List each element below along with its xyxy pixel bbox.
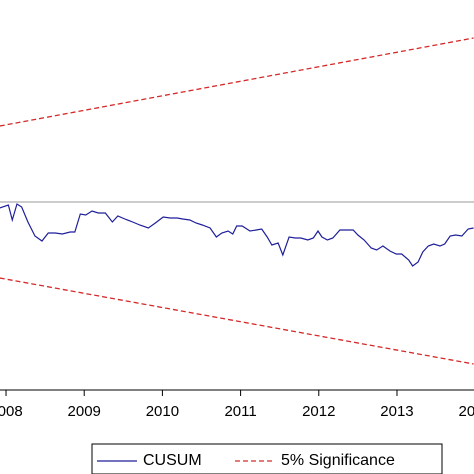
legend-box [91, 443, 443, 474]
x-tick-label: 2010 [146, 403, 179, 420]
x-tick-label: 2008 [0, 403, 23, 420]
series-line [0, 203, 474, 267]
legend-label: 5% Significance [281, 452, 395, 469]
legend-label: CUSUM [143, 452, 202, 469]
x-tick-label: 2011 [224, 403, 256, 420]
x-tick-label: 2013 [380, 403, 413, 420]
series-line [0, 277, 474, 365]
series-line [0, 37, 474, 127]
x-tick-label: 2012 [302, 403, 335, 420]
x-tick-label: 2014 [458, 403, 474, 420]
x-tick-label: 2009 [68, 403, 101, 420]
